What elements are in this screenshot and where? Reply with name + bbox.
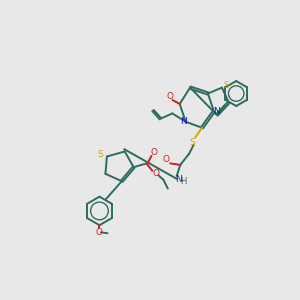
Text: N: N xyxy=(214,107,220,116)
Text: H: H xyxy=(180,177,187,186)
Text: N: N xyxy=(175,175,181,184)
Text: N: N xyxy=(180,117,187,126)
Text: S: S xyxy=(98,150,103,159)
Text: O: O xyxy=(95,227,102,236)
Text: S: S xyxy=(189,138,195,147)
Text: O: O xyxy=(152,169,159,178)
Text: O: O xyxy=(151,148,158,157)
Text: O: O xyxy=(163,155,170,164)
Text: S: S xyxy=(223,81,229,90)
Text: O: O xyxy=(167,92,174,101)
